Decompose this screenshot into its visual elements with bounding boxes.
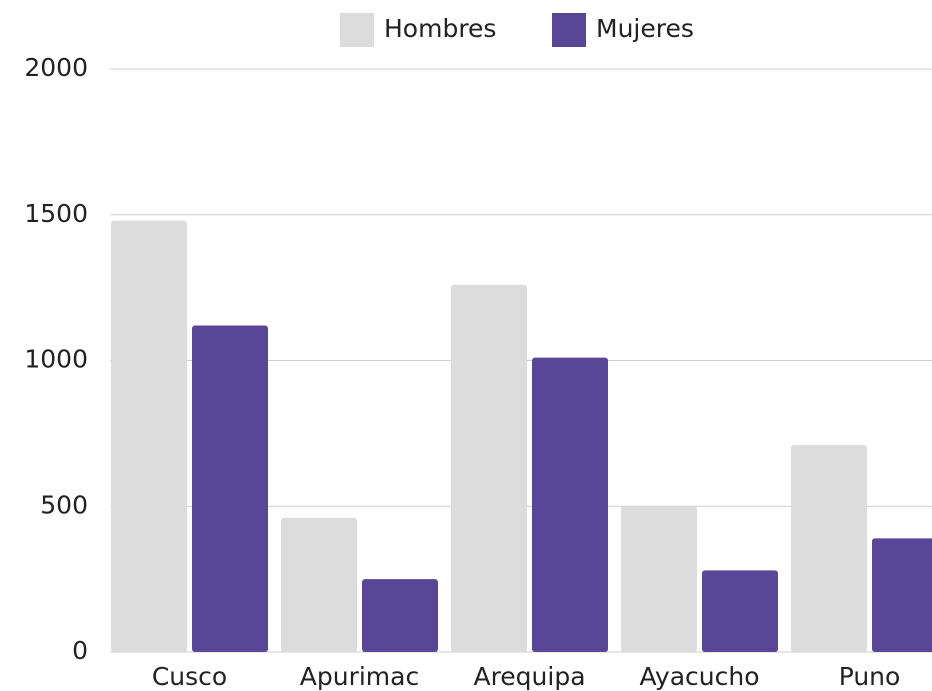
legend-swatch (552, 13, 586, 47)
x-tick-label: Cusco (152, 662, 227, 691)
y-tick-label: 500 (40, 490, 88, 519)
bar (791, 445, 867, 652)
y-tick-label: 0 (72, 636, 88, 665)
y-tick-label: 1500 (24, 199, 88, 228)
y-tick-label: 2000 (24, 53, 88, 82)
bar (281, 517, 357, 652)
bar (872, 538, 932, 652)
x-tick-label: Puno (839, 662, 901, 691)
legend-label: Hombres (384, 14, 496, 43)
x-tick-label: Ayacucho (640, 662, 760, 691)
bar (362, 579, 438, 652)
bar (621, 506, 697, 652)
bar (451, 284, 527, 652)
legend-swatch (340, 13, 374, 47)
legend-label: Mujeres (596, 14, 694, 43)
bar (532, 357, 608, 652)
bar (702, 570, 778, 652)
y-tick-label: 1000 (24, 345, 88, 374)
bar (192, 325, 268, 652)
bar (111, 220, 187, 652)
x-tick-label: Apurimac (300, 662, 419, 691)
x-tick-label: Arequipa (473, 662, 585, 691)
